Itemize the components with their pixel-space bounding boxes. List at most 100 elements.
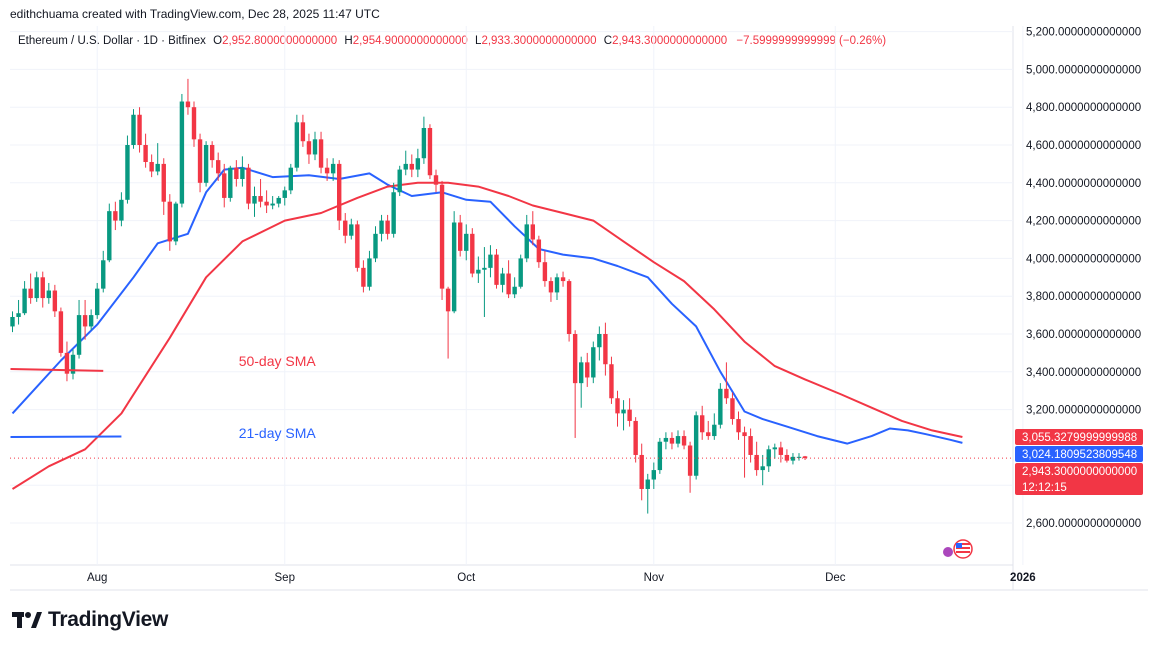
candle-body-85 (524, 224, 529, 259)
candle-88 (542, 250, 548, 287)
candle-body-28 (179, 101, 185, 204)
candle-body-125 (766, 449, 771, 467)
price-tags: 3,055.3279999999988 3,024.1809523809548 2,… (1015, 428, 1143, 495)
candle-83 (512, 277, 517, 299)
candle-body-45 (282, 190, 287, 198)
event-marker-icon[interactable] (943, 547, 953, 557)
candle-body-32 (203, 145, 209, 183)
candle-body-71 (439, 184, 445, 289)
candle-94 (579, 356, 584, 408)
candle-68 (421, 116, 427, 164)
price-axis[interactable]: 5,200.0000000000000 5,000.0000000000000 4,… (1026, 27, 1141, 530)
candle-74 (458, 214, 463, 257)
price-tick-2600: 2,600.0000000000000 (1026, 518, 1141, 530)
candle-body-110 (675, 436, 681, 444)
price-tick-4000: 4,000.0000000000000 (1026, 253, 1141, 265)
candle-body-101 (621, 409, 626, 414)
candle-body-82 (506, 273, 511, 295)
candle-53 (330, 158, 336, 181)
candle-body-36 (228, 167, 233, 198)
candle-body-20 (131, 114, 136, 145)
candle-17 (113, 201, 118, 231)
candle-body-81 (500, 273, 505, 285)
candle-body-67 (415, 158, 421, 170)
candle-body-115 (706, 432, 711, 437)
candle-55 (343, 213, 348, 244)
candle-109 (669, 432, 675, 450)
candle-57 (355, 220, 360, 272)
candle-92 (566, 279, 572, 342)
candle-34 (216, 152, 221, 181)
candle-128 (784, 449, 790, 463)
candle-81 (500, 267, 505, 293)
candle-100 (615, 390, 620, 427)
candle-body-72 (445, 288, 451, 312)
candle-body-57 (355, 224, 360, 268)
candle-body-47 (294, 122, 300, 168)
candle-35 (222, 163, 227, 208)
countdown-timer: 12:12:15 (1022, 482, 1067, 494)
annotation-0: 50-day SMA (239, 353, 317, 369)
candle-58 (361, 260, 366, 293)
candle-body-39 (246, 167, 251, 204)
candle-20 (131, 109, 136, 149)
time-axis[interactable]: Aug Sep Oct Nov Dec 2026 (87, 572, 1036, 584)
candle-body-2 (22, 288, 27, 314)
candle-104 (639, 443, 644, 501)
candle-body-27 (173, 203, 179, 242)
candle-51 (318, 131, 324, 174)
candle-body-51 (318, 139, 324, 168)
candle-62 (385, 214, 390, 240)
candle-body-97 (597, 334, 602, 348)
price-tick-4600: 4,600.0000000000000 (1026, 140, 1141, 152)
candle-25 (161, 158, 166, 215)
candle-body-52 (324, 167, 330, 174)
open-key: O (213, 35, 223, 47)
candle-52 (324, 158, 330, 181)
candle-30 (191, 101, 197, 147)
candle-body-58 (361, 267, 366, 287)
candle-body-43 (270, 203, 275, 206)
candle-95 (585, 352, 590, 387)
candle-19 (125, 135, 130, 204)
high-value: 2,954.9000000000000 (352, 35, 468, 47)
candle-8 (58, 307, 64, 357)
candle-126 (772, 443, 777, 459)
candle-1 (16, 299, 21, 325)
tradingview-logo: TradingView (12, 608, 168, 632)
candle-body-41 (258, 196, 263, 202)
candle-body-68 (421, 127, 427, 159)
candle-80 (494, 248, 499, 289)
candle-127 (778, 441, 784, 463)
candle-12 (82, 299, 88, 340)
candle-body-108 (663, 437, 669, 442)
open-value: 2,952.8000000000000 (222, 35, 338, 47)
candle-body-80 (494, 254, 499, 285)
candle-79 (488, 245, 493, 278)
candle-24 (155, 143, 160, 176)
candle-82 (506, 260, 511, 299)
candle-116 (712, 413, 717, 440)
candle-body-7 (52, 290, 58, 312)
candle-body-88 (542, 262, 548, 282)
candle-body-49 (306, 141, 312, 155)
candle-body-23 (149, 162, 154, 172)
candle-96 (591, 341, 596, 384)
time-tick-2026: 2026 (1010, 572, 1036, 584)
candle-117 (718, 383, 723, 429)
candle-15 (101, 250, 106, 293)
candle-31 (197, 133, 203, 193)
candle-body-64 (397, 169, 402, 193)
price-tag-bg-1 (1015, 445, 1143, 462)
candle-body-117 (718, 388, 723, 425)
candle-78 (482, 247, 487, 317)
tradingview-logo-icon (12, 612, 42, 628)
flag-icon[interactable] (953, 539, 973, 559)
candle-body-122 (748, 436, 753, 455)
candle-73 (451, 211, 457, 314)
candle-body-17 (113, 211, 118, 221)
candle-90 (554, 273, 560, 300)
price-tag-bg-0 (1015, 428, 1143, 445)
candle-60 (373, 226, 378, 263)
